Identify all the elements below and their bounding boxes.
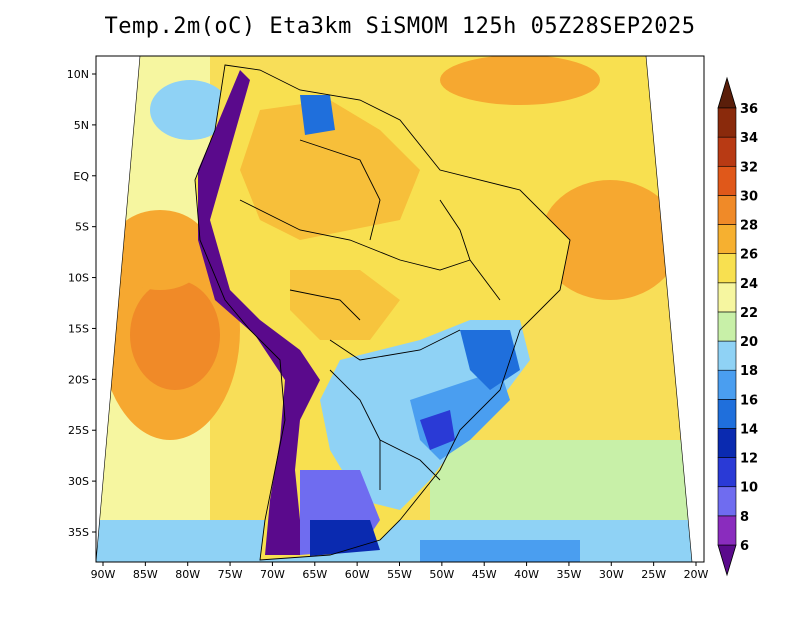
- lat-tick-label: 30S: [68, 475, 89, 488]
- longitude-axis: 90W 85W 80W 75W 70W 65W 60W 55W 50W 45W 40W 35W 30W 2…: [91, 562, 709, 581]
- colorbar-arrow-high: [717, 76, 737, 109]
- lon-tick-label: 75W: [218, 568, 243, 581]
- colorbar-label: 12: [740, 452, 758, 467]
- patagonia-coldest: [310, 520, 380, 556]
- border-uruguay: [379, 439, 441, 481]
- andes-cold-strip: [198, 70, 320, 555]
- country-borders: [194, 64, 571, 561]
- colorbar-bin: [717, 224, 737, 254]
- border-bolivia: [289, 289, 361, 321]
- colorbar-label: 30: [740, 189, 758, 204]
- lat-tick-label: 5N: [74, 119, 89, 132]
- caribbean-cool: [150, 80, 230, 140]
- border-amazon: [239, 199, 471, 271]
- lat-tick-label: 15S: [68, 322, 89, 335]
- colorbar-label: 6: [740, 539, 749, 554]
- colorbar-bin: [717, 195, 737, 225]
- lon-tick-label: 60W: [345, 568, 370, 581]
- colorbar-bin: [717, 457, 737, 488]
- southern-cold-band: [420, 540, 580, 562]
- map-title: Temp.2m(oC) Eta3km SiSMOM 125h 05Z28SEP2…: [104, 14, 696, 39]
- lat-tick-label: 10S: [68, 272, 89, 285]
- colorbar-label: 14: [740, 422, 758, 437]
- colorbar-label: 32: [740, 160, 758, 175]
- colorbar-bin: [717, 369, 737, 400]
- colorbar-label: 24: [740, 277, 758, 292]
- pacific-warm-pool-2: [110, 210, 210, 290]
- land-warm-interior: [240, 100, 420, 240]
- colorbar-arrow-low: [717, 544, 737, 577]
- lon-tick-label: 90W: [91, 568, 116, 581]
- colorbar-label: 20: [740, 335, 758, 350]
- lat-tick-label: EQ: [73, 170, 89, 183]
- lat-tick-label: 25S: [68, 424, 89, 437]
- pacific-hot-pool: [130, 280, 220, 390]
- lat-tick-label: 10N: [67, 68, 89, 81]
- border-north: [299, 139, 381, 241]
- colorbar-bin: [717, 340, 737, 371]
- colorbar-bin: [717, 486, 737, 517]
- colorbar-bin: [717, 311, 737, 342]
- colorbar-bin: [717, 515, 737, 546]
- lat-tick-label: 20S: [68, 373, 89, 386]
- colorbar-bin: [717, 165, 737, 196]
- colorbar-bin: [717, 136, 737, 167]
- lon-tick-label: 80W: [175, 568, 200, 581]
- venezuela-cold-patch: [300, 95, 335, 135]
- colorbar-bin: [717, 399, 737, 429]
- colorbar-bin: [717, 107, 737, 138]
- lon-tick-label: 65W: [302, 568, 327, 581]
- colorbar-label: 22: [740, 306, 758, 321]
- latitude-axis: 10N 5N EQ 5S 10S 15S 20S 25S 30S 35S: [67, 68, 96, 539]
- colorbar-label: 34: [740, 131, 758, 146]
- colorbar-label: 10: [740, 481, 758, 496]
- lon-tick-label: 20W: [684, 568, 709, 581]
- lat-tick-label: 5S: [75, 221, 89, 234]
- lon-tick-label: 35W: [556, 568, 581, 581]
- lon-tick-label: 70W: [260, 568, 285, 581]
- lon-tick-label: 25W: [641, 568, 666, 581]
- field-layer: [96, 56, 692, 562]
- lon-tick-label: 40W: [514, 568, 539, 581]
- border-northeast: [439, 199, 501, 301]
- colorbar-bin: [717, 428, 737, 458]
- colorbar-bin: [717, 282, 737, 313]
- border-center-south: [329, 329, 461, 361]
- colorbar: 6 8 10 12 14 16 18 20 22 24 26 28 30 32 34 36: [717, 76, 758, 577]
- lon-tick-label: 55W: [387, 568, 412, 581]
- colorbar-label: 8: [740, 510, 749, 525]
- colorbar-label: 36: [740, 102, 758, 117]
- colorbar-label: 28: [740, 219, 758, 234]
- lon-tick-label: 85W: [133, 568, 158, 581]
- atlantic-warm-east: [540, 180, 680, 300]
- lon-tick-label: 30W: [599, 568, 624, 581]
- lon-tick-label: 50W: [429, 568, 454, 581]
- land-cold-patch: [420, 410, 455, 450]
- colorbar-bin: [717, 253, 737, 284]
- lat-tick-label: 35S: [68, 526, 89, 539]
- colorbar-label: 18: [740, 364, 758, 379]
- colorbar-label: 16: [740, 393, 758, 408]
- lon-tick-label: 45W: [472, 568, 497, 581]
- colorbar-label: 26: [740, 248, 758, 263]
- atlantic-warm-north: [440, 56, 600, 105]
- coastline: [194, 64, 571, 561]
- southern-cool-band: [96, 520, 692, 562]
- border-argentina: [329, 369, 381, 490]
